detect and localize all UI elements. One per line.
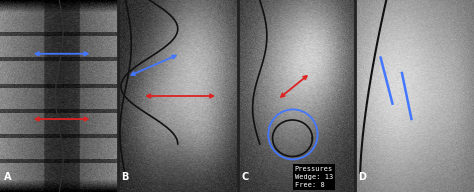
Text: C: C bbox=[242, 172, 249, 182]
Text: D: D bbox=[358, 172, 366, 182]
Text: Pressures
Wedge: 13
Free: 8: Pressures Wedge: 13 Free: 8 bbox=[295, 166, 333, 188]
Text: B: B bbox=[121, 172, 129, 182]
Text: A: A bbox=[4, 172, 11, 182]
